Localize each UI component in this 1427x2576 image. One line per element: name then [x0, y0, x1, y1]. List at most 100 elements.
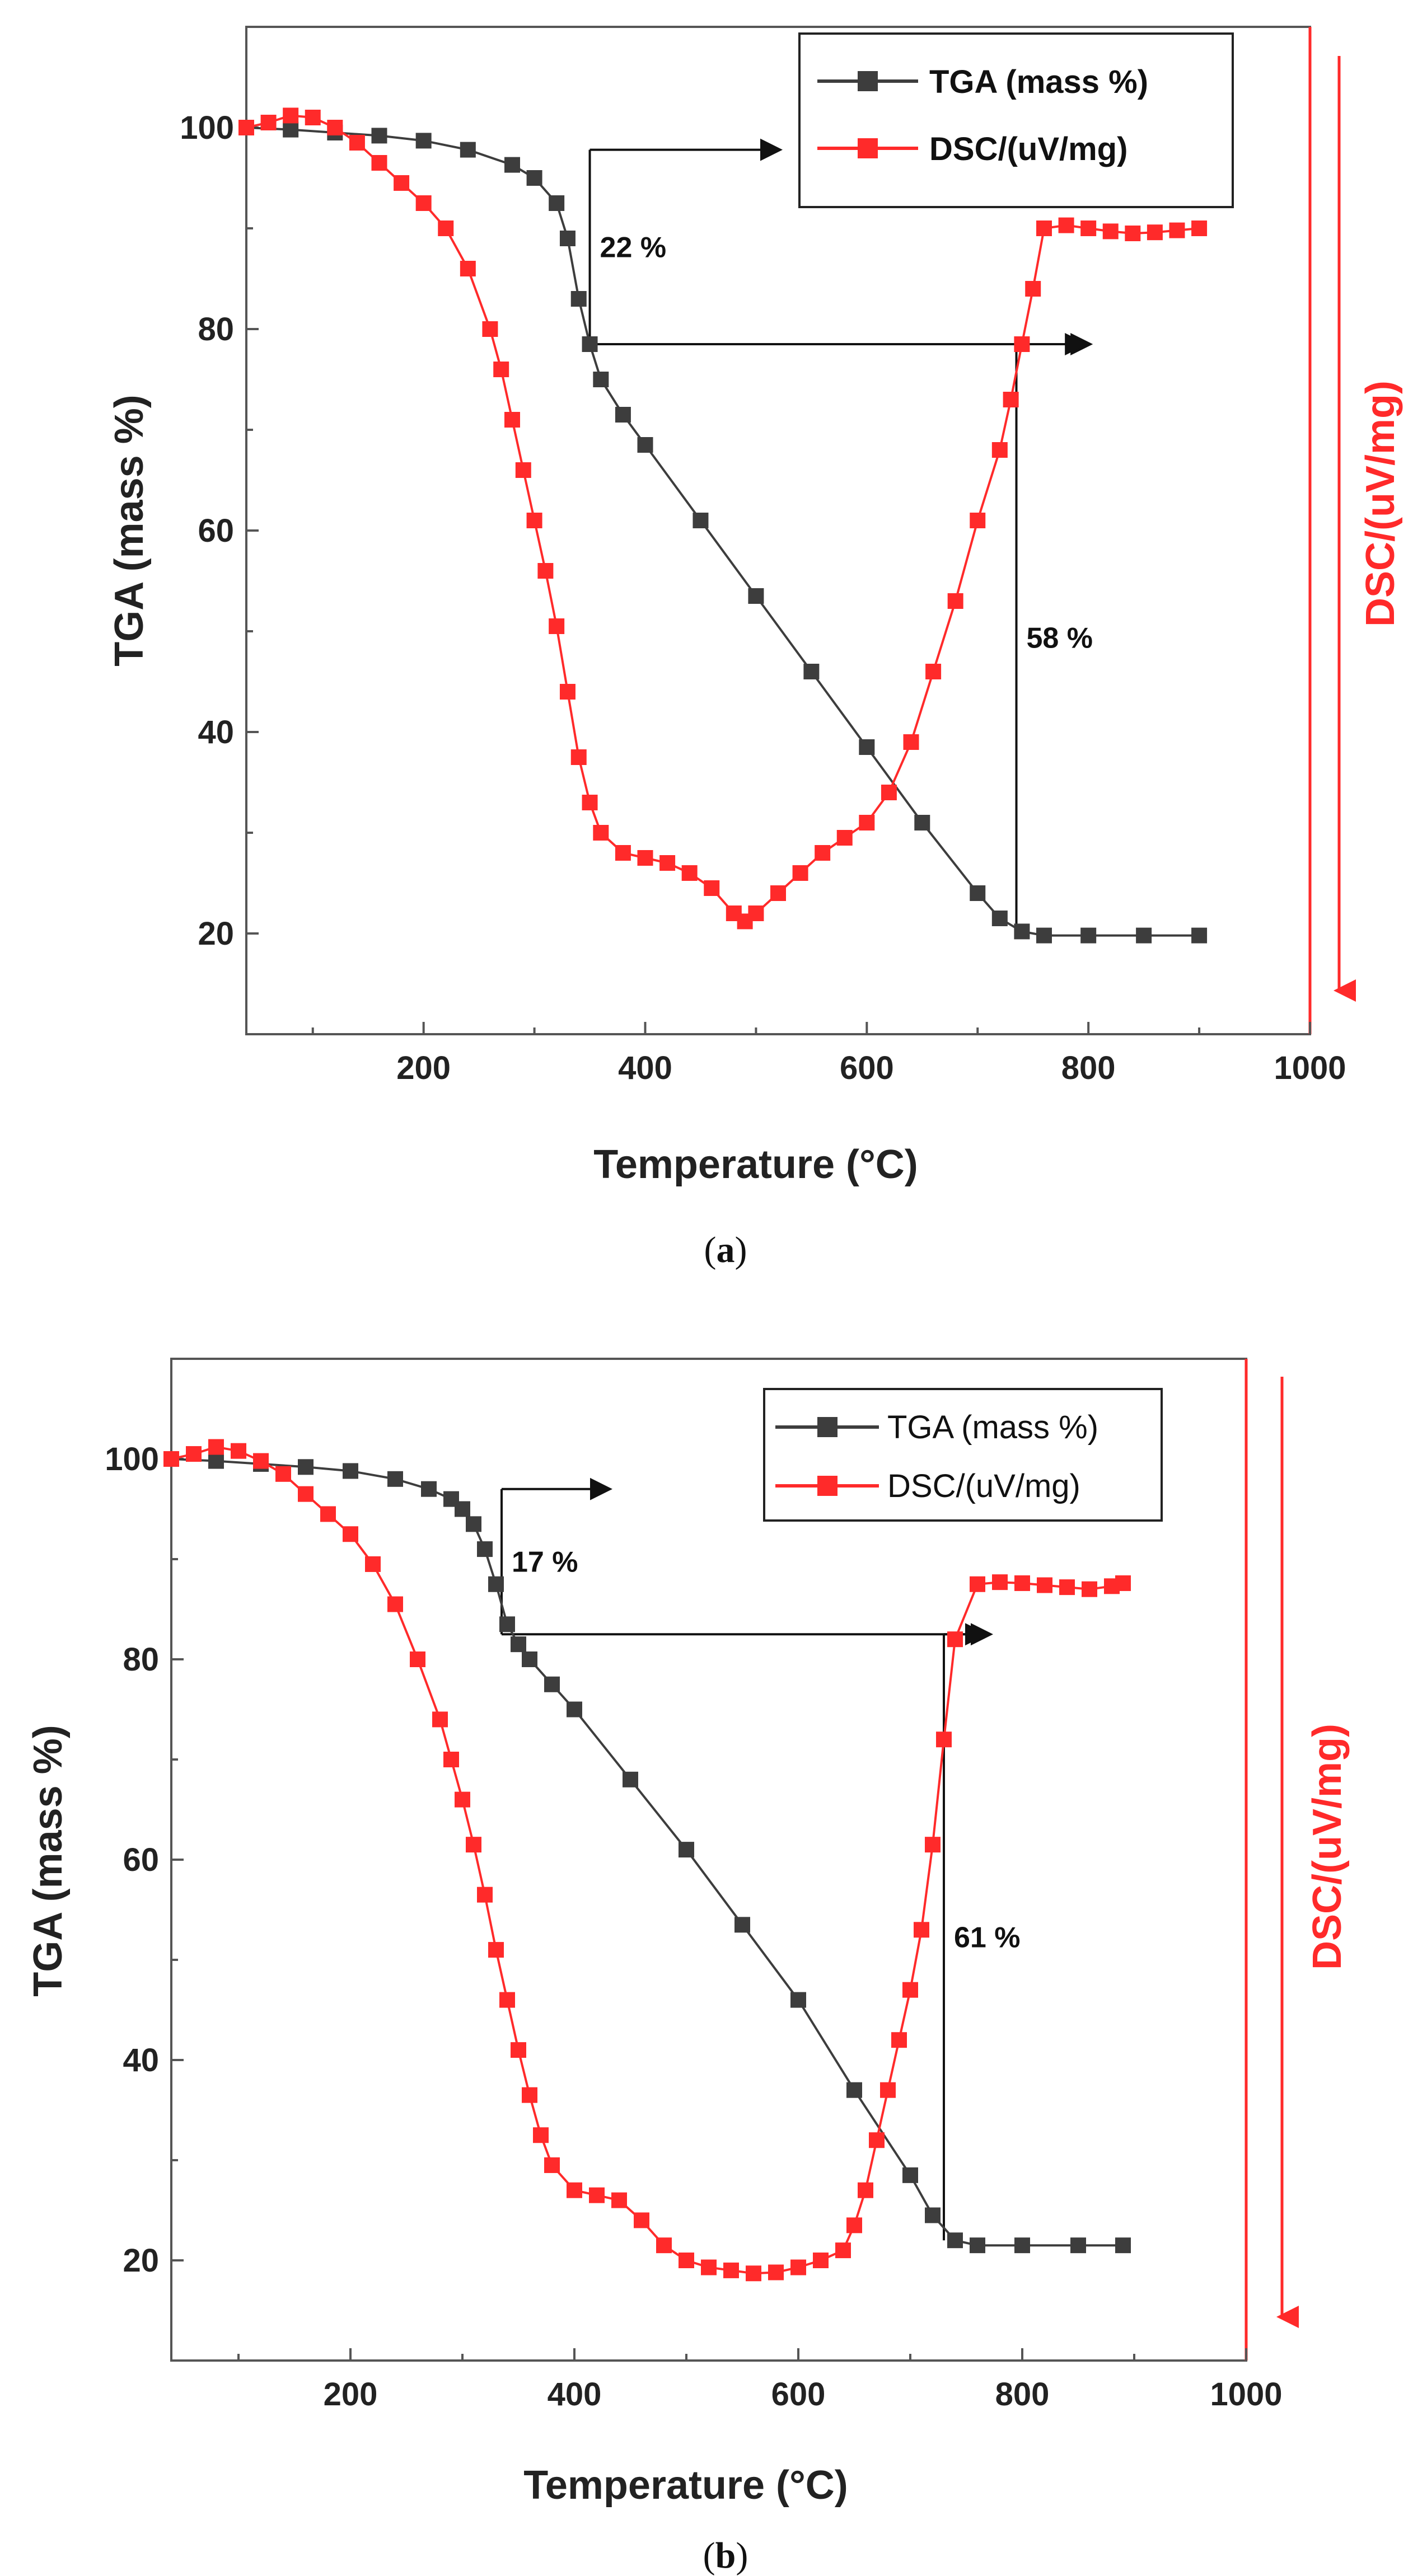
data-point-tga [1191, 927, 1208, 944]
data-point-dsc [567, 2182, 582, 2198]
data-point-dsc [570, 749, 587, 765]
data-point-dsc [914, 1922, 929, 1938]
data-point-dsc [1115, 1575, 1131, 1591]
data-point-dsc [1037, 1577, 1052, 1593]
data-point-tga [488, 1576, 504, 1592]
data-point-dsc [1014, 336, 1030, 352]
data-point-dsc [770, 885, 786, 901]
data-point-dsc [455, 1791, 470, 1808]
caption-a: (a) [704, 1230, 747, 1270]
data-point-tga [925, 2207, 941, 2223]
data-point-dsc [947, 1631, 963, 1648]
data-point-tga [298, 1459, 314, 1475]
data-point-tga [570, 291, 587, 307]
legend-label-dsc: DSC/(uV/mg) [929, 131, 1127, 167]
data-point-dsc [283, 107, 299, 124]
data-point-dsc [1191, 220, 1208, 236]
data-point-dsc [371, 155, 387, 171]
data-point-tga [544, 1676, 560, 1692]
data-point-dsc [504, 412, 520, 428]
data-point-dsc [298, 1486, 314, 1502]
y-axis-title: TGA (mass %) [26, 1725, 71, 1996]
series-group [238, 107, 1208, 944]
legend-marker-tga [858, 71, 878, 91]
data-point-tga [343, 1463, 358, 1479]
annotations: 17 % 61 % [500, 1477, 1021, 2241]
series-line-dsc [246, 114, 1200, 923]
data-point-tga [947, 2232, 963, 2249]
data-point-tga [637, 437, 653, 453]
y-axis-title: TGA (mass %) [107, 395, 152, 666]
data-point-dsc [701, 2259, 717, 2275]
data-point-dsc [970, 513, 986, 528]
data-point-dsc [859, 815, 875, 830]
data-point-dsc [275, 1466, 291, 1482]
data-point-dsc [880, 2082, 896, 2098]
data-point-dsc [858, 2182, 873, 2198]
data-point-dsc [253, 1453, 269, 1469]
legend-label-tga: TGA (mass %) [929, 64, 1148, 100]
x-ticks: 200 400 600 800 1000 [237, 2348, 1283, 2413]
legend-box [798, 32, 1234, 208]
data-point-tga [734, 1917, 750, 1933]
y-ticks: 20 40 60 80 100 [105, 1358, 184, 2362]
dsc-axis-title: DSC/(uV/mg) [1358, 381, 1403, 627]
data-point-dsc [1059, 1579, 1075, 1596]
data-point-tga [522, 1651, 537, 1667]
data-point-tga [1136, 927, 1152, 944]
data-point-tga [693, 513, 709, 528]
data-point-tga [790, 1992, 806, 2008]
data-point-dsc [835, 2242, 851, 2259]
dsc-axis-title: DSC/(uV/mg) [1305, 1724, 1350, 1970]
data-point-dsc [394, 175, 410, 191]
data-point-dsc [1169, 222, 1185, 238]
data-point-dsc [559, 684, 576, 700]
y-tick-label: 40 [198, 714, 234, 750]
data-point-dsc [415, 195, 432, 211]
data-point-dsc [768, 2264, 784, 2281]
data-point-tga [748, 588, 764, 604]
data-point-tga [559, 231, 576, 246]
data-point-dsc [327, 120, 343, 135]
data-point-dsc [846, 2217, 862, 2234]
data-point-dsc [992, 1574, 1008, 1590]
x-tick-label: 1000 [1274, 1050, 1346, 1086]
data-point-dsc [493, 362, 509, 377]
data-point-dsc [533, 2127, 549, 2143]
x-tick-label: 800 [995, 2376, 1050, 2413]
legend-label-dsc: DSC/(uV/mg) [887, 1468, 1080, 1504]
data-point-dsc [544, 2157, 560, 2173]
data-point-tga [623, 1771, 638, 1787]
data-point-tga [549, 195, 565, 211]
data-point-tga [615, 407, 631, 423]
annotation-label: 61 % [954, 1922, 1021, 1954]
legend-marker-tga [817, 1417, 838, 1437]
series-line-tga [246, 126, 1200, 937]
legend: TGA (mass %) DSC/(uV/mg) [798, 32, 1234, 208]
annotation-label: 17 % [512, 1546, 578, 1578]
data-point-tga [1080, 927, 1097, 944]
x-axis-title: Temperature (°C) [593, 1142, 918, 1187]
data-point-dsc [186, 1446, 202, 1462]
y-tick-label: 20 [198, 916, 234, 952]
series-line-dsc [171, 1446, 1124, 2275]
legend-box [763, 1388, 1163, 1522]
data-point-tga [803, 664, 820, 679]
data-point-dsc [723, 2262, 739, 2278]
data-point-dsc [1025, 281, 1041, 297]
data-point-tga [902, 2167, 918, 2183]
data-point-dsc [499, 1992, 515, 2008]
data-point-dsc [163, 1451, 179, 1467]
data-point-dsc [477, 1887, 493, 1903]
data-point-dsc [815, 845, 831, 861]
data-point-tga [387, 1471, 403, 1487]
data-point-tga [1014, 2237, 1030, 2254]
data-point-tga [511, 1636, 526, 1653]
data-point-dsc [790, 2259, 806, 2275]
data-point-dsc [836, 830, 853, 846]
legend-marker-dsc [817, 1476, 838, 1496]
x-tick-label: 600 [840, 1050, 894, 1086]
data-point-dsc [936, 1732, 952, 1748]
data-point-dsc [511, 2042, 526, 2058]
